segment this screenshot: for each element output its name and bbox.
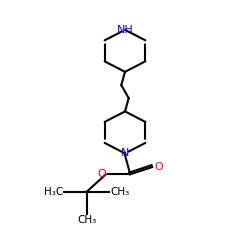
- Text: NH: NH: [116, 25, 134, 35]
- Text: H₃C: H₃C: [44, 187, 63, 197]
- Text: O: O: [98, 170, 106, 179]
- Text: CH₃: CH₃: [110, 187, 130, 197]
- Text: N: N: [121, 148, 129, 158]
- Text: O: O: [155, 162, 164, 172]
- Text: CH₃: CH₃: [77, 215, 96, 225]
